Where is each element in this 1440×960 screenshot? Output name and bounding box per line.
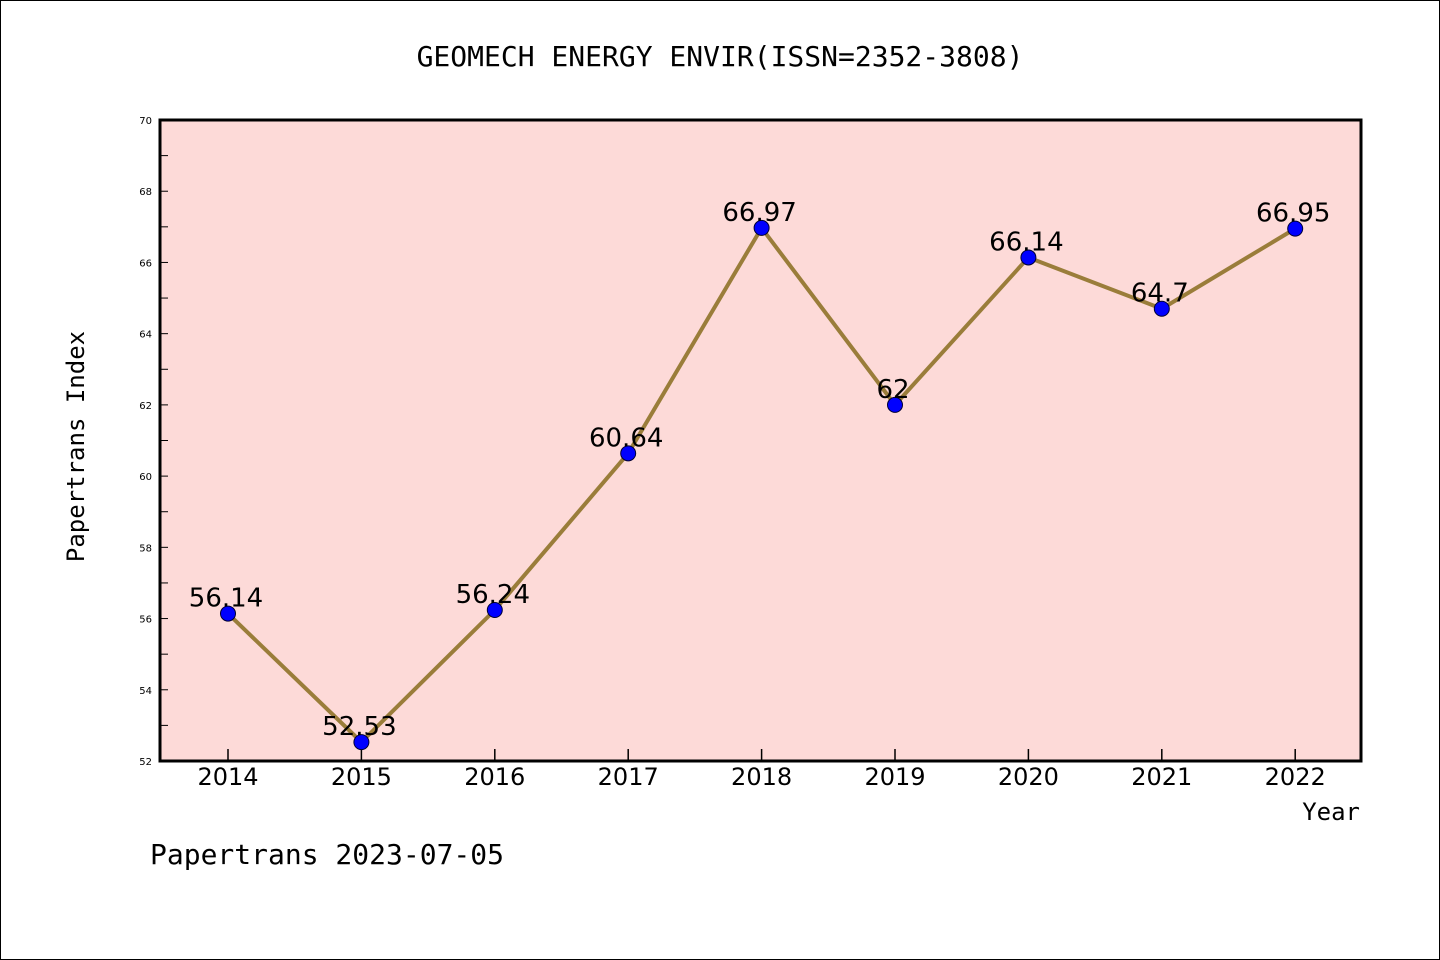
data-label: 66.14 <box>989 227 1063 257</box>
y-tick-label: 60 <box>139 472 152 483</box>
x-tick-label: 2018 <box>731 763 792 791</box>
data-point <box>486 602 503 619</box>
data-point <box>1287 220 1304 237</box>
y-tick-label: 56 <box>139 615 152 626</box>
chart-title: GEOMECH ENERGY ENVIR(ISSN=2352-3808) <box>417 40 1024 73</box>
plot-border <box>158 118 1363 763</box>
data-label: 56.24 <box>456 580 530 610</box>
x-tick-label: 2015 <box>331 763 392 791</box>
data-point <box>353 734 370 751</box>
data-label: 66.97 <box>722 198 796 228</box>
data-point <box>1020 249 1037 266</box>
data-point <box>620 445 637 462</box>
x-tick-label: 2021 <box>1131 763 1192 791</box>
data-label: 52.53 <box>322 712 396 742</box>
y-tick-label: 58 <box>139 543 152 554</box>
data-point <box>753 219 770 236</box>
x-tick-label: 2014 <box>197 763 258 791</box>
data-point <box>887 396 903 413</box>
data-label: 64.7 <box>1131 279 1189 309</box>
y-tick-label: 52 <box>139 757 152 768</box>
x-tick-label: 2020 <box>998 763 1059 791</box>
footer-date: Papertrans 2023-07-05 <box>150 838 504 871</box>
data-point <box>1153 300 1170 317</box>
data-point <box>220 605 236 622</box>
x-axis-title: Year <box>1302 798 1360 826</box>
x-tick-label: 2016 <box>464 763 525 791</box>
y-tick-label: 68 <box>139 187 152 198</box>
y-tick-label: 66 <box>139 258 152 269</box>
data-label: 66.95 <box>1256 199 1330 229</box>
y-tick-label: 54 <box>139 686 152 697</box>
y-axis-title: Papertrans Index <box>62 331 90 562</box>
y-tick-label: 70 <box>139 116 152 127</box>
x-tick-label: 2017 <box>598 763 659 791</box>
y-tick-label: 62 <box>139 401 152 412</box>
series: 56.14 52.53 56.24 60.64 66.97 62 66.14 64.7 66.9… <box>189 198 1330 751</box>
x-tick-label: 2022 <box>1265 763 1326 791</box>
data-label: 56.14 <box>189 584 263 614</box>
x-axis: 2014 2015 2016 2017 2018 2019 2020 2021 2022 <box>197 749 1326 791</box>
data-label: 60.64 <box>589 423 663 453</box>
x-tick-label: 2019 <box>864 763 925 791</box>
data-label: 62 <box>876 375 909 405</box>
y-tick-label: 64 <box>139 330 152 341</box>
